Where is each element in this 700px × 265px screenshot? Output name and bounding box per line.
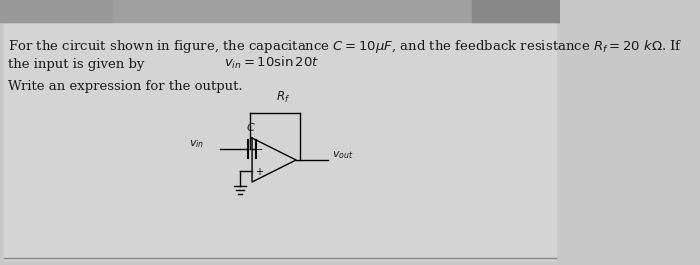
Bar	[0, 0, 112, 22]
Text: Write an expression for the output.: Write an expression for the output.	[8, 80, 243, 93]
Text: For the circuit shown in figure, the capacitance $C = 10\mu F$, and the feedback: For the circuit shown in figure, the cap…	[8, 38, 682, 55]
Text: $R_f$: $R_f$	[276, 90, 290, 105]
Text: $v_{in}$: $v_{in}$	[189, 138, 204, 150]
Text: −: −	[256, 145, 263, 155]
Text: $C$: $C$	[246, 121, 256, 133]
Text: the input is given by: the input is given by	[8, 58, 144, 71]
Text: $v_{in} = 10 \sin 20t$: $v_{in} = 10 \sin 20t$	[224, 55, 319, 71]
Bar	[4, 22, 556, 260]
Text: $v_{out}$: $v_{out}$	[332, 149, 354, 161]
Text: +: +	[256, 167, 263, 177]
Bar	[472, 0, 560, 22]
Bar	[0, 0, 560, 22]
